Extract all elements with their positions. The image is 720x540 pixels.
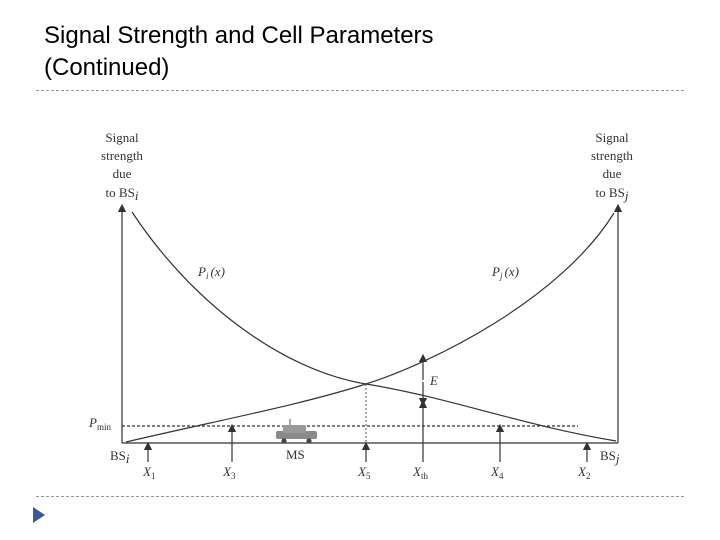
bs-right-label: BSj [600,448,620,466]
x5-label: X5 [357,464,371,481]
curve-pj [125,212,615,443]
vehicle-icon [276,419,317,444]
bs-left-label: BSi [110,448,130,466]
x4-label: X4 [490,464,504,481]
svg-text:Signal: Signal [105,130,139,145]
bullet-arrow-icon [33,507,45,523]
slide-title: Signal Strength and Cell Parameters (Con… [44,20,684,84]
svg-text:strength: strength [101,148,143,163]
svg-text:Signal: Signal [595,130,629,145]
bottom-divider [36,496,684,497]
title-line-1: Signal Strength and Cell Parameters [44,22,434,49]
xth-label: Xth [412,464,428,481]
title-line-2: (Continued) [44,54,170,81]
right-axis-label: Signal strength due to BSj [591,130,633,203]
svg-text:to BSi: to BSi [106,185,139,203]
svg-text:strength: strength [591,148,633,163]
top-divider [36,90,684,91]
svg-text:due: due [113,166,132,181]
curve-pj-label: Pj (x) [491,264,519,281]
curve-pi [131,211,617,442]
x1-label: X1 [142,464,155,481]
ms-label: MS [286,447,305,462]
svg-text:due: due [603,166,622,181]
x2-label: X2 [577,464,590,481]
curve-pi-label: Pi (x) [197,264,225,281]
x3-label: X3 [222,464,236,481]
pmin-label: Pmin [88,415,111,432]
e-label: E [429,373,438,388]
left-axis-label: Signal strength due to BSi [101,130,143,203]
svg-text:to BSj: to BSj [596,185,629,203]
